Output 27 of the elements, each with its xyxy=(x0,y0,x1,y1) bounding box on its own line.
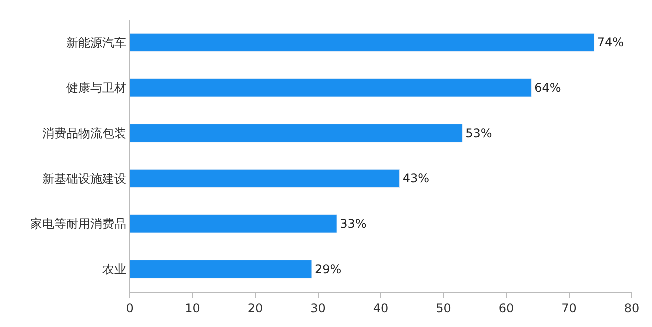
data-label: 64% xyxy=(534,81,562,95)
x-tick-label: 10 xyxy=(185,301,200,316)
bar xyxy=(130,33,595,52)
x-tick-label: 50 xyxy=(436,301,452,316)
x-tick-label: 80 xyxy=(624,301,640,316)
y-tick-label: 新能源汽车 xyxy=(66,36,127,50)
y-tick-label: 家电等耐用消费品 xyxy=(30,217,127,232)
x-tick-label: 70 xyxy=(562,301,577,316)
bar xyxy=(130,169,400,188)
data-label: 53% xyxy=(466,126,492,140)
x-tick-label: 0 xyxy=(126,301,134,316)
x-tick-label: 40 xyxy=(373,301,389,316)
y-tick-label: 农业 xyxy=(102,262,127,277)
y-tick-label: 新基础设施建设 xyxy=(42,172,127,186)
bar xyxy=(130,214,338,234)
data-label: 43% xyxy=(402,172,430,186)
bar xyxy=(130,124,463,143)
y-tick-label: 消费品物流包装 xyxy=(42,126,127,141)
data-label: 29% xyxy=(314,262,342,276)
data-label: 33% xyxy=(340,217,367,231)
bar xyxy=(130,260,312,279)
x-tick-label: 20 xyxy=(248,301,264,316)
x-tick-label: 60 xyxy=(498,301,514,316)
bar xyxy=(130,78,532,98)
x-tick-label: 30 xyxy=(310,301,326,316)
y-tick-label: 健康与卫材 xyxy=(66,81,127,96)
data-label: 74% xyxy=(597,36,624,50)
